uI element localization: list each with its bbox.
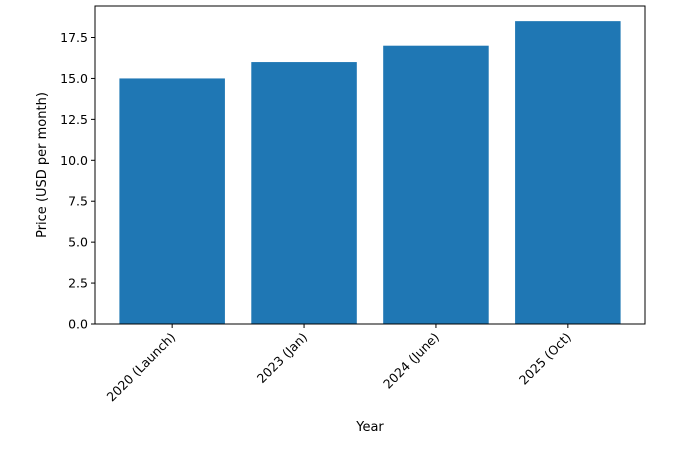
- y-tick-label: 7.5: [68, 194, 88, 209]
- y-tick-label: 0.0: [68, 317, 88, 332]
- x-tick-label: 2024 (June): [380, 330, 442, 392]
- x-axis-label: Year: [355, 420, 384, 435]
- y-tick-label: 10.0: [60, 153, 88, 168]
- y-tick-label: 2.5: [68, 276, 88, 291]
- x-tick-label: 2020 (Launch): [103, 330, 178, 405]
- bar: [383, 45, 489, 324]
- y-tick-label: 5.0: [68, 235, 88, 250]
- y-tick-label: 12.5: [60, 112, 88, 127]
- y-tick-label: 15.0: [60, 71, 88, 86]
- x-tick-label: 2025 (Oct): [516, 330, 574, 388]
- x-tick-label: 2023 (Jan): [254, 330, 310, 386]
- y-tick-label: 17.5: [60, 30, 88, 45]
- bar: [251, 62, 357, 325]
- axes-frame: [94, 5, 646, 325]
- y-axis-label: Price (USD per month): [35, 92, 50, 238]
- bar: [119, 78, 225, 324]
- bar: [515, 21, 621, 325]
